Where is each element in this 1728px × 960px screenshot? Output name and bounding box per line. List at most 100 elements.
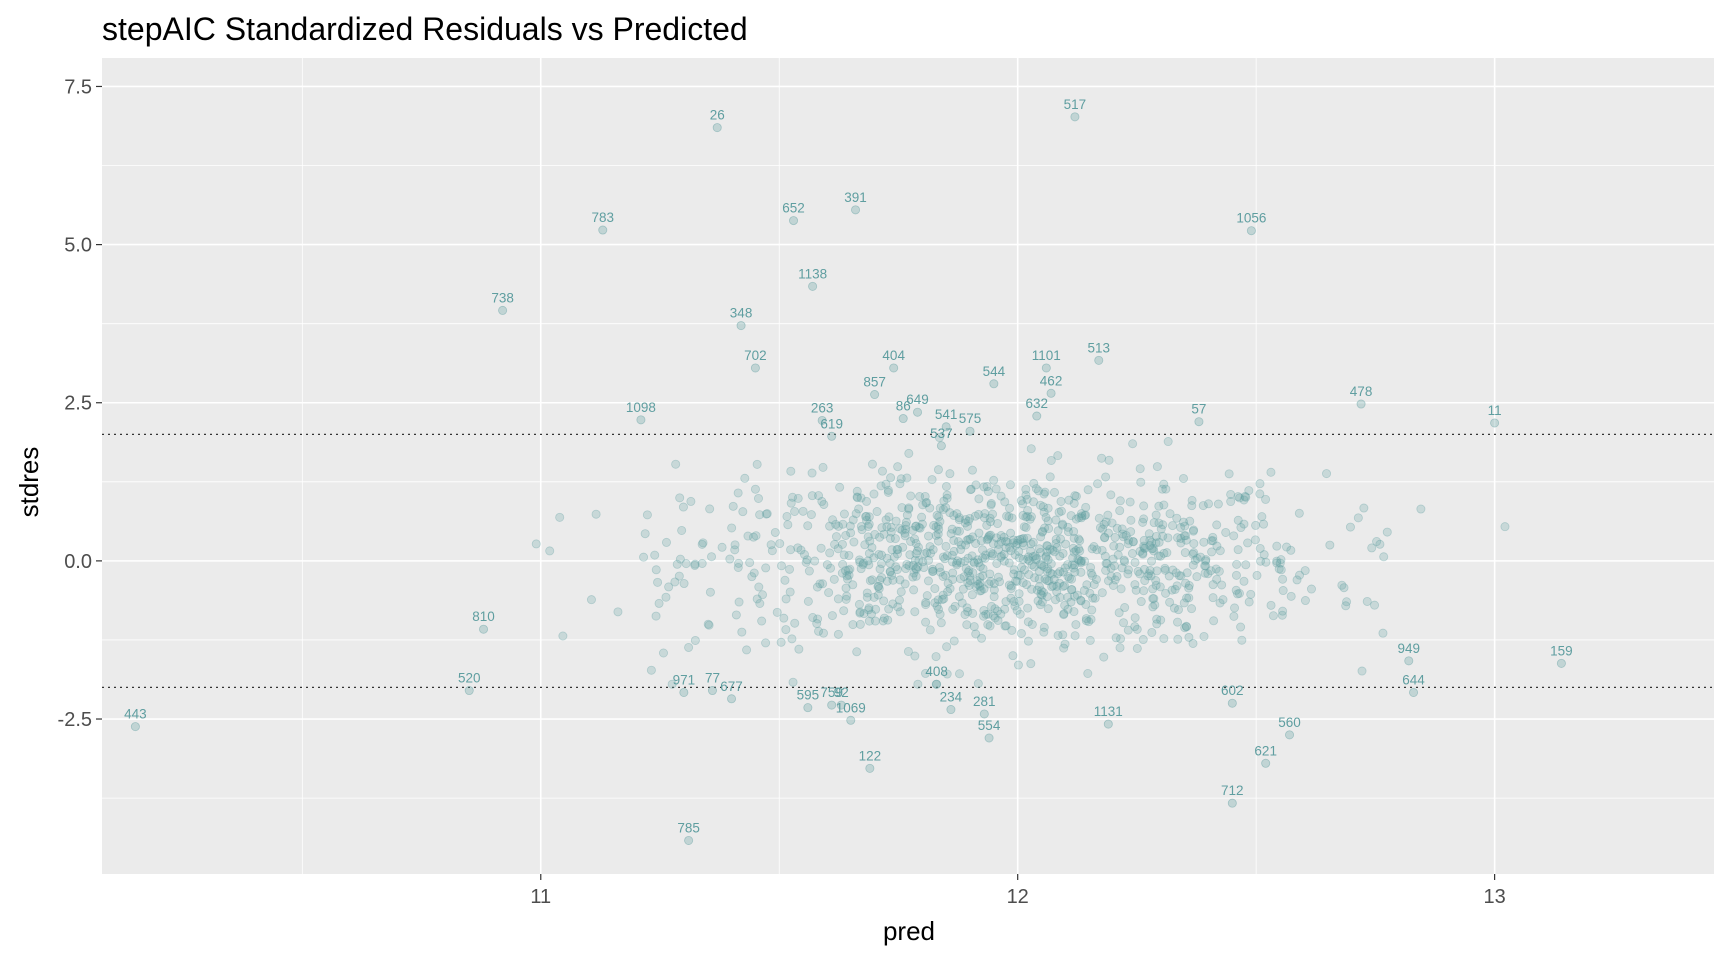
scatter-point: [1043, 503, 1053, 513]
scatter-point: [974, 528, 984, 538]
scatter-point: [854, 504, 864, 514]
outlier-point-159: [1556, 658, 1566, 668]
scatter-point: [862, 588, 872, 598]
scatter-point: [891, 516, 901, 526]
scatter-point: [1149, 518, 1159, 528]
scatter-point: [985, 517, 995, 527]
scatter-point: [921, 600, 931, 610]
outlier-point-86: [898, 414, 908, 424]
scatter-point: [1119, 555, 1129, 565]
scatter-point: [1026, 539, 1036, 549]
scatter-point: [1375, 539, 1385, 549]
scatter-point: [960, 518, 970, 528]
scatter-point: [1023, 636, 1033, 646]
scatter-point: [1100, 551, 1110, 561]
scatter-point: [1167, 585, 1177, 595]
y-tick-label: 7.5: [64, 76, 92, 98]
scatter-point: [1093, 479, 1103, 489]
scatter-point: [911, 564, 921, 574]
point-label-554: 554: [978, 718, 1001, 733]
outlier-point-404: [889, 363, 899, 373]
scatter-point: [775, 539, 785, 549]
scatter-point: [1212, 541, 1222, 551]
scatter-point: [814, 491, 824, 501]
scatter-point: [1068, 543, 1078, 553]
scatter-point: [844, 570, 854, 580]
scatter-point: [933, 521, 943, 531]
outlier-point-712: [1227, 798, 1237, 808]
scatter-point: [785, 587, 795, 597]
scatter-point: [912, 546, 922, 556]
scatter-point: [969, 558, 979, 568]
scatter-point: [1034, 574, 1044, 584]
scatter-point: [1109, 561, 1119, 571]
scatter-point: [1239, 519, 1249, 529]
scatter-point: [1172, 513, 1182, 523]
scatter-point: [1231, 570, 1241, 580]
scatter-point: [841, 594, 851, 604]
scatter-point: [839, 606, 849, 616]
scatter-point: [829, 574, 839, 584]
point-label-738: 738: [491, 290, 514, 305]
scatter-point: [904, 504, 914, 514]
scatter-point: [1278, 606, 1288, 616]
scatter-point: [908, 560, 918, 570]
scatter-point: [973, 579, 983, 589]
scatter-point: [1130, 557, 1140, 567]
scatter-point: [974, 509, 984, 519]
scatter-point: [1115, 643, 1125, 653]
scatter-point: [838, 559, 848, 569]
outlier-point-537: [936, 441, 946, 451]
scatter-point: [686, 496, 696, 506]
scatter-point: [1044, 576, 1054, 586]
scatter-point: [1208, 536, 1218, 546]
scatter-point: [1021, 522, 1031, 532]
point-label-602: 602: [1221, 683, 1244, 698]
scatter-point: [1081, 502, 1091, 512]
background-points: [531, 433, 1510, 689]
scatter-point: [922, 497, 932, 507]
scatter-point: [1184, 583, 1194, 593]
scatter-point: [857, 525, 867, 535]
scatter-point: [1229, 611, 1239, 621]
scatter-point: [807, 491, 817, 501]
scatter-point: [1274, 564, 1284, 574]
scatter-point: [1241, 492, 1251, 502]
scatter-point: [879, 613, 889, 623]
scatter-point: [874, 581, 884, 591]
point-label-263: 263: [811, 400, 834, 415]
outlier-point-575: [965, 426, 975, 436]
scatter-point: [970, 511, 980, 521]
point-label-77: 77: [705, 671, 720, 686]
scatter-point: [963, 516, 973, 526]
point-label-122: 122: [859, 748, 882, 763]
scatter-point: [1138, 549, 1148, 559]
scatter-point: [1088, 593, 1098, 603]
scatter-point: [864, 605, 874, 615]
scatter-point: [1037, 527, 1047, 537]
scatter-point: [911, 549, 921, 559]
scatter-point: [849, 537, 859, 547]
scatter-point: [913, 562, 923, 572]
scatter-point: [862, 592, 872, 602]
scatter-point: [1037, 597, 1047, 607]
scatter-point: [825, 521, 835, 531]
scatter-point: [1213, 499, 1223, 509]
scatter-point: [1261, 557, 1271, 567]
scatter-point: [1108, 580, 1118, 590]
point-label-408: 408: [925, 664, 948, 679]
scatter-point: [1004, 512, 1014, 522]
scatter-point: [1416, 504, 1426, 514]
scatter-point: [855, 608, 865, 618]
scatter-point: [1067, 560, 1077, 570]
scatter-point: [1013, 535, 1023, 545]
scatter-point: [906, 536, 916, 546]
scatter-point: [1128, 439, 1138, 449]
outlier-point-644: [1409, 687, 1419, 697]
scatter-point: [1212, 574, 1222, 584]
scatter-point: [1170, 584, 1180, 594]
scatter-point: [654, 598, 664, 608]
scatter-point: [906, 491, 916, 501]
scatter-point: [1009, 596, 1019, 606]
